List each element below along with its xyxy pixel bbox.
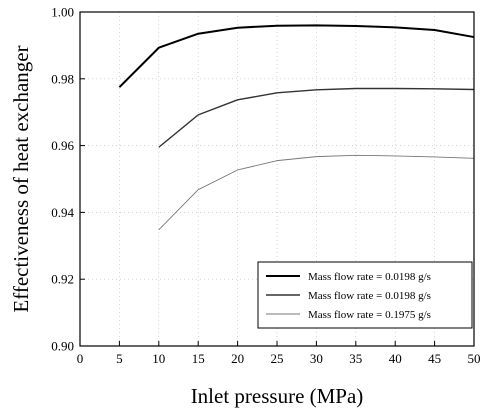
series-line-2	[158, 87, 475, 148]
x-tick-label: 25	[271, 351, 284, 366]
x-tick-label: 45	[428, 351, 441, 366]
y-tick-label: 0.90	[51, 339, 74, 354]
series-line-3	[158, 154, 475, 231]
x-axis-ticks: 0 5 10 15 20 25 30 35 40 45 50	[77, 341, 481, 366]
y-axis-ticks: 0.90 0.92 0.94 0.96 0.98 1.00	[51, 5, 85, 354]
x-tick-label: 35	[349, 351, 362, 366]
y-tick-label: 0.92	[51, 272, 74, 287]
legend-label: Mass flow rate = 0.1975 g/s	[308, 309, 431, 321]
x-tick-label: 20	[231, 351, 244, 366]
y-axis-title: Effectiveness of heat exchanger	[9, 45, 33, 312]
x-tick-label: 5	[116, 351, 123, 366]
y-tick-label: 0.98	[51, 71, 74, 86]
x-tick-label: 50	[468, 351, 481, 366]
x-tick-label: 10	[152, 351, 165, 366]
x-axis-title: Inlet pressure (MPa)	[191, 384, 364, 408]
x-tick-label: 30	[310, 351, 323, 366]
legend-label: Mass flow rate = 0.0198 g/s	[308, 271, 431, 283]
y-tick-label: 0.94	[51, 205, 74, 220]
legend: Mass flow rate = 0.0198 g/s Mass flow rat…	[257, 261, 473, 329]
legend-label: Mass flow rate = 0.0198 g/s	[308, 290, 431, 302]
series-lines	[118, 24, 475, 231]
x-tick-label: 40	[389, 351, 402, 366]
x-tick-label: 0	[77, 351, 84, 366]
y-tick-label: 0.96	[51, 138, 74, 153]
y-tick-label: 1.00	[51, 5, 74, 20]
x-tick-label: 15	[192, 351, 205, 366]
series-line-1	[118, 24, 475, 88]
